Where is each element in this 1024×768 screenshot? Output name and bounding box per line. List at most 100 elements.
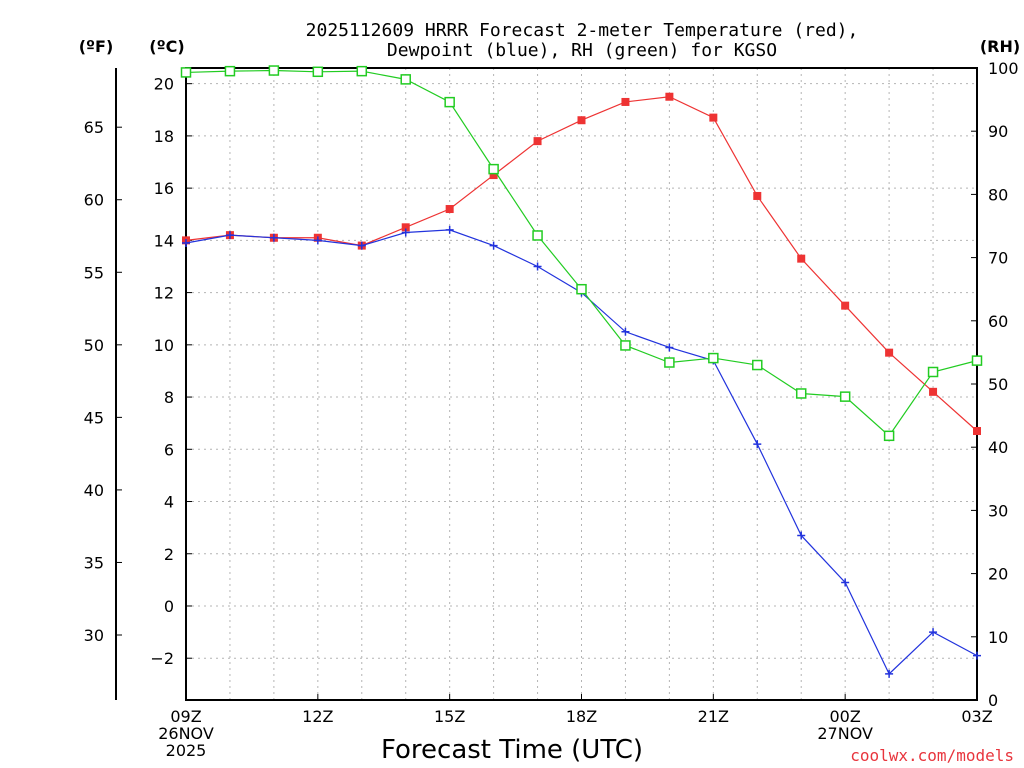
temperature-point — [973, 427, 981, 436]
temperature-point — [445, 205, 454, 214]
chart-title-line1: 2025112609 HRRR Forecast 2-meter Tempera… — [306, 20, 859, 41]
temperature-point — [709, 113, 718, 122]
rh-tick-label: 20 — [988, 565, 1008, 584]
dewpoint-point — [841, 578, 850, 587]
dewpoint-point — [225, 231, 234, 240]
rh-tick-label: 40 — [988, 438, 1008, 457]
celsius-tick-label: −2 — [150, 649, 174, 668]
rh-point — [356, 65, 368, 77]
temperature-point — [753, 191, 762, 200]
rh-point — [224, 65, 236, 77]
time-tick-label: 18Z — [566, 707, 597, 726]
fahrenheit-tick-label: 65 — [84, 118, 104, 137]
series-group — [180, 65, 983, 678]
rh-point — [268, 65, 280, 76]
temperature-point — [489, 171, 498, 180]
fahrenheit-axis: 30 35 40 45 50 55 60 65 — [84, 118, 122, 645]
time-tick-label: 27NOV — [817, 724, 873, 743]
dewpoint-point — [621, 327, 630, 336]
temperature-point — [841, 301, 850, 310]
temperature-point — [665, 92, 674, 101]
dewpoint-point — [885, 669, 894, 678]
fahrenheit-tick-label: 60 — [84, 191, 104, 210]
rh-tick-label: 100 — [988, 59, 1019, 78]
rh-tick-label: 50 — [988, 375, 1008, 394]
temperature-point — [797, 254, 806, 263]
rh-tick-label: 70 — [988, 249, 1008, 268]
celsius-tick-label: 10 — [154, 336, 174, 355]
time-tick-label: 00Z — [830, 707, 861, 726]
celsius-tick-label: 6 — [164, 440, 174, 459]
rh-point — [839, 391, 851, 402]
fahrenheit-tick-label: 50 — [84, 336, 104, 355]
celsius-tick-label: 20 — [154, 75, 174, 94]
rh-tick-label: 90 — [988, 122, 1008, 141]
rh-point — [795, 388, 807, 399]
temperature-point — [621, 97, 630, 106]
fahrenheit-tick-label: 55 — [84, 263, 104, 282]
dewpoint-point — [401, 228, 410, 237]
celsius-tick-label: 0 — [164, 597, 174, 616]
celsius-tick-label: 12 — [154, 284, 174, 303]
rh-tick-label: 60 — [988, 312, 1008, 331]
dewpoint-point — [445, 225, 454, 234]
rh-point — [883, 430, 895, 442]
rh-point — [312, 66, 324, 78]
rh-point — [400, 74, 411, 85]
rh-tick-label: 10 — [988, 628, 1008, 647]
temperature-point — [577, 116, 586, 125]
rh-tick-label: 0 — [988, 691, 998, 710]
rh-point — [708, 352, 719, 364]
fahrenheit-tick-label: 40 — [84, 481, 104, 500]
time-tick-label: 2025 — [166, 741, 207, 760]
time-tick-label: 26NOV — [158, 724, 214, 743]
celsius-axis-unit: (ºC) — [149, 37, 184, 56]
rh-point — [532, 230, 543, 241]
x-axis-label: Forecast Time (UTC) — [381, 735, 643, 765]
chart-title-line2: Dewpoint (blue), RH (green) for KGSO — [387, 40, 777, 61]
rh-point — [927, 366, 939, 378]
time-tick-label: 15Z — [434, 707, 465, 726]
dewpoint-point — [182, 238, 190, 247]
fahrenheit-axis-unit: (ºF) — [79, 37, 114, 56]
fahrenheit-tick-label: 35 — [84, 553, 104, 572]
rh-point — [488, 163, 499, 175]
celsius-tick-label: 8 — [164, 388, 174, 407]
temperature-point — [533, 137, 542, 146]
fahrenheit-tick-label: 30 — [84, 626, 104, 645]
dewpoint-point — [973, 651, 981, 660]
dewpoint-point — [533, 262, 542, 271]
dewpoint-point — [797, 531, 806, 540]
time-tick-label: 12Z — [302, 707, 333, 726]
rh-tick-label: 30 — [988, 501, 1008, 520]
dewpoint-point — [313, 236, 322, 245]
celsius-tick-label: 18 — [154, 127, 174, 146]
credit-text: coolwx.com/models — [850, 746, 1014, 765]
dewpoint-point — [753, 440, 762, 449]
dewpoint-point — [665, 343, 674, 352]
celsius-tick-label: 14 — [154, 231, 174, 250]
celsius-tick-label: 2 — [164, 545, 174, 564]
grid — [186, 68, 977, 700]
rh-point — [620, 340, 631, 351]
rh-tick-label: 80 — [988, 185, 1008, 204]
plot-frame — [185, 67, 978, 701]
rh-point — [971, 355, 983, 366]
celsius-tick-label: 4 — [164, 493, 174, 512]
rh-point — [444, 96, 455, 108]
time-tick-label: 09Z — [170, 707, 201, 726]
rh-point — [752, 359, 763, 371]
temperature-point — [401, 223, 410, 232]
temperature-point — [885, 348, 894, 357]
temperature-point — [929, 387, 938, 396]
rh-point — [576, 283, 587, 295]
dewpoint-point — [357, 241, 366, 250]
celsius-axis: −2 0 2 4 6 8 10 12 14 16 18 20 — [150, 75, 192, 668]
celsius-tick-label: 16 — [154, 179, 174, 198]
dewpoint-point — [489, 241, 498, 250]
fahrenheit-tick-label: 45 — [84, 408, 104, 427]
dewpoint-point — [269, 233, 278, 242]
dewpoint-point — [929, 628, 938, 637]
